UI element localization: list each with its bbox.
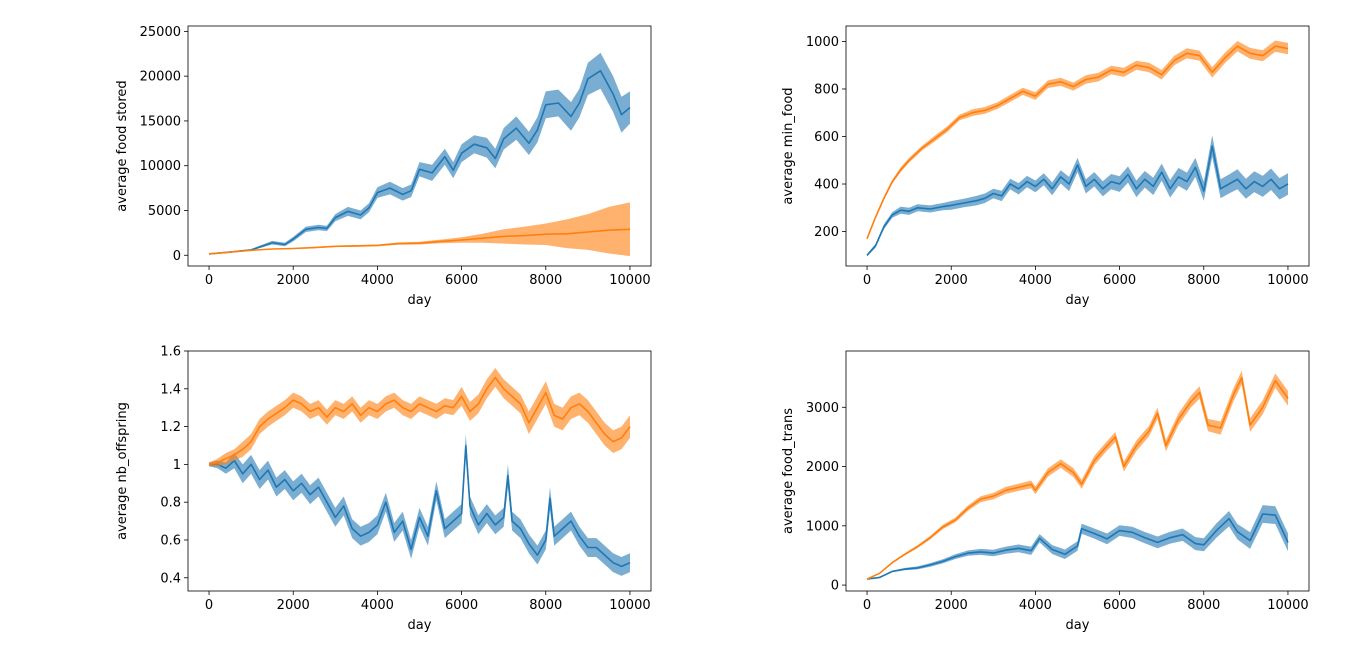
y-tick-label: 400	[814, 178, 839, 193]
series-1-error-band	[209, 434, 630, 576]
x-tick-label: 10000	[609, 598, 650, 613]
series-1-error-band	[867, 135, 1288, 257]
plot-area	[866, 370, 1289, 580]
y-tick-label: 0.8	[160, 496, 181, 511]
y-tick-label: 1000	[806, 519, 839, 534]
plot-area	[866, 40, 1289, 257]
y-axis-label: average food stored	[115, 80, 130, 211]
x-tick-label: 2000	[277, 598, 310, 613]
series-1-line	[209, 444, 631, 568]
y-tick-label: 10000	[140, 159, 181, 174]
y-axis-label: average food_trans	[781, 408, 796, 534]
x-tick-label: 4000	[1019, 598, 1052, 613]
x-tick-label: 4000	[1019, 273, 1052, 288]
x-tick-label: 0	[863, 598, 871, 613]
y-tick-label: 3000	[806, 401, 839, 416]
series-1-line	[866, 513, 1289, 580]
x-axis-label: day	[408, 618, 432, 633]
y-tick-label: 15000	[140, 114, 181, 129]
series-1-error-band	[209, 52, 630, 255]
x-tick-label: 2000	[277, 273, 310, 288]
x-tick-label: 10000	[609, 273, 650, 288]
plot-area	[208, 52, 631, 257]
series-1-line	[208, 70, 631, 255]
axes-frame	[187, 25, 652, 267]
y-tick-label: 2000	[806, 460, 839, 475]
chart-4: 0 2000 4000 6000 8000 10000 0 1000 2000 3000 day av…	[781, 350, 1310, 633]
x-axis-label: day	[1066, 293, 1090, 308]
x-tick-label: 8000	[529, 273, 562, 288]
series-2-line	[866, 376, 1289, 580]
x-tick-label: 10000	[1267, 598, 1308, 613]
x-tick-label: 8000	[529, 598, 562, 613]
chart-2: 0 2000 4000 6000 8000 10000 200 400 600 800 1000 da…	[781, 25, 1310, 308]
x-tick-label: 6000	[1103, 598, 1136, 613]
x-axis-label: day	[408, 293, 432, 308]
plot-area	[208, 368, 631, 576]
y-tick-label: 0	[173, 249, 181, 264]
chart-3: 0 2000 4000 6000 8000 10000 0.4 0.6 0.8 1 1.2 1.4 1.…	[115, 345, 652, 633]
x-tick-label: 0	[205, 598, 213, 613]
series-2-error-band	[867, 40, 1288, 240]
series-2-error-band	[209, 202, 630, 257]
y-axis-label: average min_food	[781, 87, 796, 204]
x-tick-label: 0	[205, 273, 213, 288]
x-tick-label: 2000	[935, 598, 968, 613]
series-2-line	[208, 376, 631, 466]
series-2-error-band	[867, 370, 1288, 580]
y-tick-label: 1	[173, 458, 181, 473]
x-tick-label: 8000	[1187, 273, 1220, 288]
y-axis-label: average nb_offspring	[115, 402, 130, 540]
y-tick-label: 200	[814, 225, 839, 240]
series-2-line	[208, 228, 631, 255]
chart-1: 0 2000 4000 6000 8000 10000 0 5000 10000 15000 200…	[115, 25, 652, 308]
x-axis-label: day	[1066, 618, 1090, 633]
x-tick-label: 0	[863, 273, 871, 288]
y-tick-label: 1000	[806, 35, 839, 50]
y-tick-label: 5000	[148, 204, 181, 219]
y-tick-label: 600	[814, 130, 839, 145]
y-tick-label: 20000	[140, 70, 181, 85]
x-tick-label: 4000	[361, 598, 394, 613]
x-tick-label: 2000	[935, 273, 968, 288]
y-tick-label: 800	[814, 82, 839, 97]
axes-frame	[845, 25, 1310, 267]
y-tick-label: 0.4	[160, 571, 181, 586]
y-tick-label: 0	[831, 579, 839, 594]
x-tick-label: 6000	[445, 273, 478, 288]
y-tick-label: 1.2	[160, 420, 181, 435]
x-tick-label: 4000	[361, 273, 394, 288]
y-tick-label: 25000	[140, 25, 181, 40]
y-tick-label: 1.4	[160, 382, 181, 397]
x-tick-label: 6000	[445, 598, 478, 613]
axes-frame	[845, 350, 1310, 592]
y-tick-label: 1.6	[160, 345, 181, 360]
x-tick-label: 8000	[1187, 598, 1220, 613]
series-1-error-band	[867, 505, 1288, 580]
x-tick-label: 10000	[1267, 273, 1308, 288]
x-tick-label: 6000	[1103, 273, 1136, 288]
series-2-line	[866, 45, 1289, 239]
y-tick-label: 0.6	[160, 533, 181, 548]
axes-frame	[187, 350, 652, 592]
series-1-line	[866, 145, 1289, 256]
